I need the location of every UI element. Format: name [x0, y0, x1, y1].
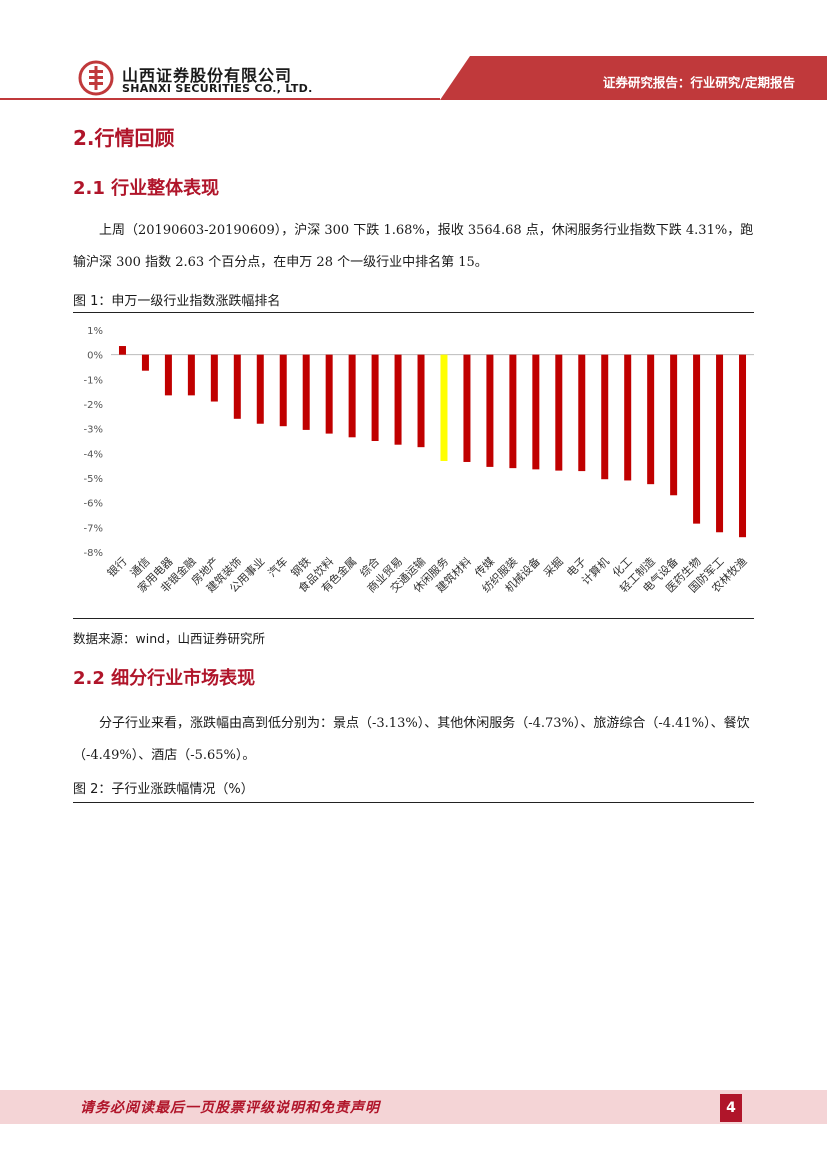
- section-2-2-title: 2.2 细分行业市场表现: [73, 668, 256, 689]
- figure-1-top-rule: [73, 312, 754, 313]
- bar-1: [118, 346, 126, 355]
- y-tick-label: -4%: [84, 449, 103, 460]
- section-2-1-text: 上周（20190603-20190609），沪深 300 下跌 1.68%，报收…: [73, 223, 754, 270]
- section-2-2-text: 分子行业来看，涨跌幅由高到低分别为：景点（-3.13%）、其他休闲服务（-4.7…: [73, 716, 750, 763]
- y-tick-label: -7%: [84, 523, 103, 534]
- bar-8: [279, 354, 287, 427]
- bar-24: [647, 354, 655, 485]
- footer-band: [0, 1090, 827, 1124]
- x-tick-label: 汽车: [265, 554, 290, 579]
- bar-11: [348, 354, 356, 438]
- x-tick-label: 采掘: [540, 554, 565, 579]
- bar-10: [325, 354, 333, 434]
- figure-1-bottom-rule: [73, 618, 754, 619]
- section-2-1-title: 2.1 行业整体表现: [73, 178, 220, 199]
- company-name-cn: 山西证券股份有限公司: [122, 66, 293, 85]
- figure-2-top-rule: [73, 802, 754, 803]
- y-tick-label: 1%: [87, 326, 103, 337]
- section-2-1-paragraph: 上周（20190603-20190609），沪深 300 下跌 1.68%，报收…: [73, 215, 763, 279]
- bars: [118, 346, 747, 538]
- bar-14: [417, 354, 425, 448]
- y-tick-label: -1%: [84, 375, 103, 386]
- footer-disclaimer: 请务必阅读最后一页股票评级说明和免责声明: [80, 1100, 380, 1116]
- y-tick-label: -5%: [84, 474, 103, 485]
- figure-2-title: 图 2：子行业涨跌幅情况（%）: [73, 782, 254, 797]
- report-type: 证券研究报告：行业研究/定期报告: [602, 75, 795, 90]
- bar-28: [739, 354, 747, 538]
- company-logo-icon: [78, 60, 114, 96]
- bar-5: [210, 354, 218, 402]
- y-tick-label: -6%: [84, 499, 103, 510]
- bar-23: [624, 354, 632, 481]
- bar-16: [463, 354, 471, 462]
- y-tick-label: -3%: [84, 425, 103, 436]
- bar-20: [555, 354, 563, 471]
- industry-bar-chart: 1% 0% -1% -2% -3% -4% -5% -6% -7% -8% 银行通信家用电器非银金…: [84, 326, 754, 595]
- bar-18: [509, 354, 517, 469]
- bar-7: [256, 354, 264, 424]
- bar-15: [440, 354, 448, 461]
- section-2-2-paragraph: 分子行业来看，涨跌幅由高到低分别为：景点（-3.13%）、其他休闲服务（-4.7…: [73, 708, 763, 772]
- company-name-en: SHANXI SECURITIES CO., LTD.: [122, 82, 313, 95]
- bar-12: [371, 354, 379, 441]
- figure-1-title: 图 1：申万一级行业指数涨跌幅排名: [73, 294, 281, 309]
- figure-1-source: 数据来源：wind，山西证券研究所: [73, 631, 266, 646]
- bar-19: [532, 354, 540, 470]
- bar-21: [578, 354, 586, 472]
- y-tick-label: -2%: [84, 400, 103, 411]
- bar-2: [141, 354, 149, 371]
- bar-3: [164, 354, 172, 396]
- y-tick-label: 0%: [87, 351, 103, 362]
- bar-13: [394, 354, 402, 445]
- header-band: [0, 56, 827, 100]
- page-number: 4: [720, 1094, 742, 1122]
- x-axis-labels: 银行通信家用电器非银金融房地产建筑装饰公用事业汽车钢铁食品饮料有色金属综合商业贸…: [104, 554, 749, 595]
- bar-27: [716, 354, 724, 533]
- section-2-title: 2.行情回顾: [73, 126, 175, 150]
- y-tick-label: -8%: [84, 548, 103, 559]
- bar-4: [187, 354, 195, 396]
- bar-26: [693, 354, 701, 524]
- bar-17: [486, 354, 494, 467]
- bar-22: [601, 354, 609, 480]
- bar-6: [233, 354, 241, 419]
- x-tick-label: 银行: [104, 554, 129, 579]
- bar-9: [302, 354, 310, 430]
- bar-25: [670, 354, 678, 496]
- y-axis: 1% 0% -1% -2% -3% -4% -5% -6% -7% -8%: [84, 326, 754, 559]
